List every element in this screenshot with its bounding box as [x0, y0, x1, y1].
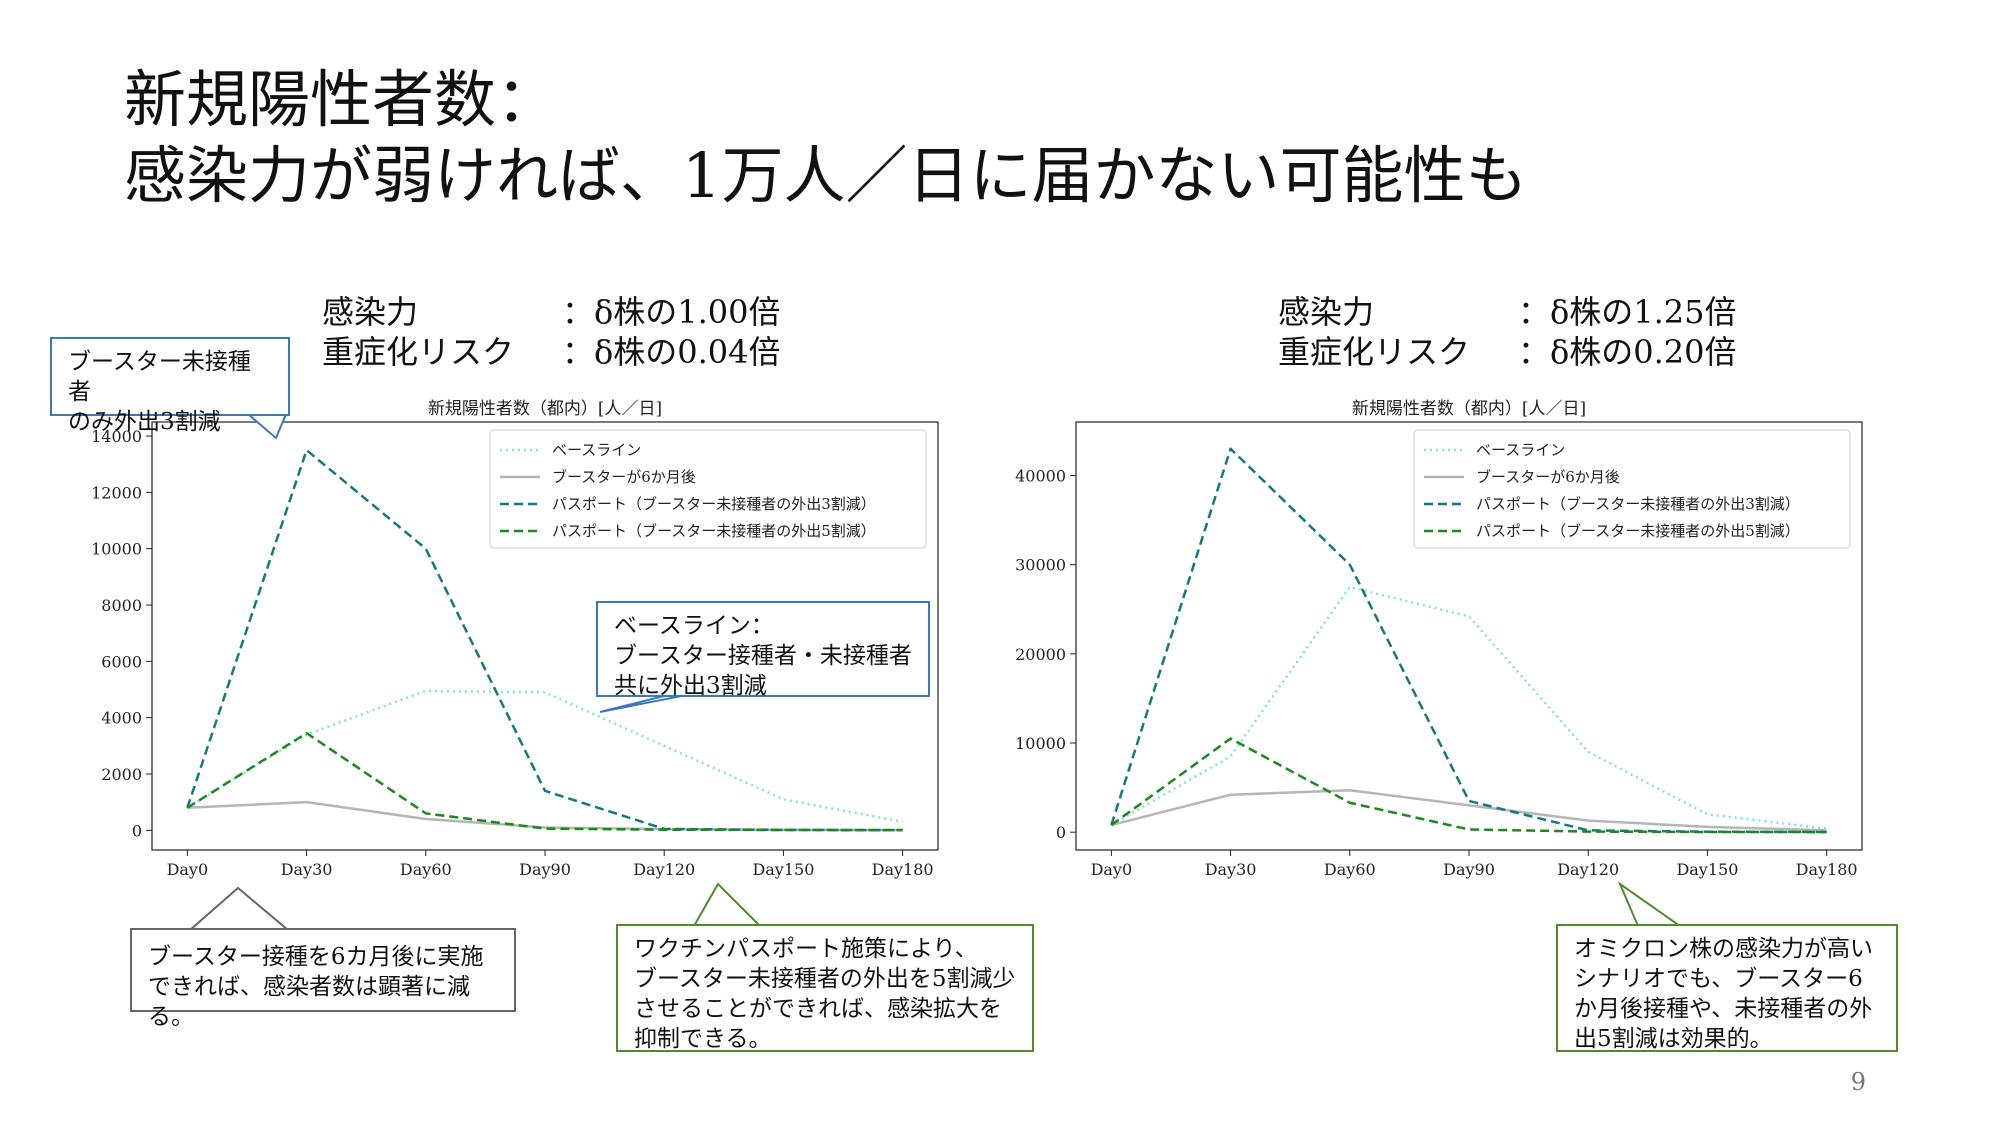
callout-booster: ブースター接種を6カ月後に実施 できれば、感染者数は顕著に減る。	[130, 928, 516, 1030]
x-tick-label: Day120	[633, 860, 695, 879]
x-tick-label: Day180	[872, 860, 934, 879]
legend-box	[1413, 429, 1851, 549]
left-scenario-params: 感染力 ：δ株の1.00倍 重症化リスク ：δ株の0.04倍	[322, 292, 781, 372]
callout-omicron: オミクロン株の感染力が高い シナリオでも、ブースター6 か月後接種や、未接種者の外出…	[1556, 924, 1898, 1052]
y-tick-label: 0	[132, 821, 142, 840]
legend-label: ベースライン	[1476, 441, 1565, 459]
slide-title: 新規陽性者数： 感染力が弱ければ、1万人／日に届かない可能性も	[124, 62, 1527, 214]
y-tick-label: 10000	[91, 540, 142, 559]
y-tick-label: 2000	[101, 765, 142, 784]
y-tick-label: 0	[1056, 823, 1066, 842]
callout-text: オミクロン株の感染力が高い シナリオでも、ブースター6 か月後接種や、未接種者の外出…	[1574, 936, 1873, 1052]
legend-label: パスポート（ブースター未接種者の外出3割減）	[1476, 495, 1800, 513]
callout-passport-3: ブースター未接種者 のみ外出3割減	[50, 337, 290, 435]
param-key: 感染力	[1278, 293, 1375, 331]
y-tick-label: 30000	[1015, 556, 1066, 575]
y-tick-label: 10000	[1015, 734, 1066, 753]
param-key: 重症化リスク	[1278, 333, 1471, 371]
callout-text: ワクチンパスポート施策により、 ブースター未接種者の外出を5割減少 させることができ…	[634, 936, 1016, 1052]
y-tick-label: 12000	[91, 483, 142, 502]
x-tick-label: Day90	[1443, 860, 1495, 879]
y-tick-label: 40000	[1015, 467, 1066, 486]
param-value: ：δ株の1.25倍	[1518, 293, 1737, 331]
param-value: ：δ株の0.20倍	[1518, 333, 1737, 371]
callout-text: ブースター未接種者 のみ外出3割減	[68, 349, 251, 435]
legend-label: パスポート（ブースター未接種者の外出3割減）	[552, 495, 876, 513]
legend-label: パスポート（ブースター未接種者の外出5割減）	[1476, 522, 1800, 540]
page-number: 9	[1850, 1068, 1866, 1096]
title-line-2: 感染力が弱ければ、1万人／日に届かない可能性も	[124, 139, 1528, 212]
param-value: ：δ株の0.04倍	[562, 333, 781, 371]
callout-text: ベースライン： ブースター接種者・未接種者 共に外出3割減	[614, 613, 912, 699]
y-tick-label: 6000	[101, 652, 142, 671]
legend-label: ブースターが6か月後	[552, 468, 696, 486]
callout-baseline: ベースライン： ブースター接種者・未接種者 共に外出3割減	[596, 601, 930, 699]
left-line-chart: 新規陽性者数（都内）[人／日] 0 2000 4000 6000 8000 10000 120…	[91, 399, 939, 879]
chart-title: 新規陽性者数（都内）[人／日]	[1352, 399, 1586, 419]
x-tick-label: Day120	[1557, 860, 1619, 879]
title-line-1: 新規陽性者数：	[124, 63, 559, 136]
right-scenario-params: 感染力 ：δ株の1.25倍 重症化リスク ：δ株の0.20倍	[1278, 292, 1737, 372]
callout-text: ブースター接種を6カ月後に実施 できれば、感染者数は顕著に減る。	[148, 944, 484, 1030]
legend-box	[489, 429, 927, 549]
series-line-passport3	[1110, 447, 1827, 834]
x-tick-label: Day180	[1796, 860, 1858, 879]
callout-tail-3	[187, 886, 291, 931]
legend-label: パスポート（ブースター未接種者の外出5割減）	[552, 522, 876, 540]
x-tick-label: Day150	[752, 860, 814, 879]
param-key: 感染力	[322, 293, 419, 331]
y-tick-label: 20000	[1015, 645, 1066, 664]
x-tick-label: Day150	[1676, 860, 1738, 879]
x-tick-label: Day30	[1205, 860, 1257, 879]
chart-title: 新規陽性者数（都内）[人／日]	[428, 399, 662, 419]
callout-tail-1	[245, 413, 288, 440]
callout-tail-5	[1617, 881, 1684, 927]
callout-tail-4	[692, 882, 763, 927]
x-tick-label: Day60	[1324, 860, 1376, 879]
callout-passport-5: ワクチンパスポート施策により、 ブースター未接種者の外出を5割減少 させることができ…	[616, 924, 1034, 1052]
legend-label: ベースライン	[552, 441, 641, 459]
x-tick-label: Day0	[1091, 860, 1133, 879]
series-line-booster	[1111, 789, 1827, 832]
param-key: 重症化リスク	[322, 333, 515, 371]
series-line-booster	[187, 800, 903, 832]
x-tick-label: Day60	[400, 860, 452, 879]
legend-label: ブースターが6か月後	[1476, 468, 1620, 486]
y-tick-label: 8000	[101, 596, 142, 615]
x-tick-label: Day90	[519, 860, 571, 879]
series-line-passport3	[186, 448, 903, 832]
y-tick-label: 4000	[101, 709, 142, 728]
series-line-passport5	[186, 731, 903, 832]
x-tick-label: Day30	[281, 860, 333, 879]
right-line-chart: 新規陽性者数（都内）[人／日] 0 10000 20000 30000 40000 Day0…	[1015, 399, 1863, 879]
series-line-passport5	[1110, 737, 1827, 834]
param-value: ：δ株の1.00倍	[562, 293, 781, 331]
x-tick-label: Day0	[167, 860, 209, 879]
y-tick-label: 14000	[91, 427, 142, 446]
